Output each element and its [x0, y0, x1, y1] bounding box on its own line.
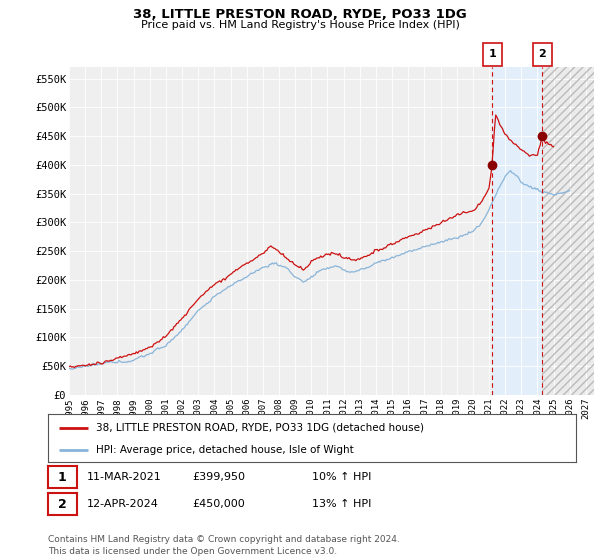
Text: HPI: Average price, detached house, Isle of Wight: HPI: Average price, detached house, Isle… — [95, 445, 353, 455]
Text: 10% ↑ HPI: 10% ↑ HPI — [312, 472, 371, 482]
Text: 1: 1 — [58, 470, 67, 484]
Text: 38, LITTLE PRESTON ROAD, RYDE, PO33 1DG (detached house): 38, LITTLE PRESTON ROAD, RYDE, PO33 1DG … — [95, 423, 424, 433]
Text: 2: 2 — [58, 497, 67, 511]
Text: 11-MAR-2021: 11-MAR-2021 — [87, 472, 162, 482]
Text: 38, LITTLE PRESTON ROAD, RYDE, PO33 1DG: 38, LITTLE PRESTON ROAD, RYDE, PO33 1DG — [133, 8, 467, 21]
Bar — [542, 67, 594, 395]
FancyBboxPatch shape — [533, 43, 551, 66]
Text: Contains HM Land Registry data © Crown copyright and database right 2024.
This d: Contains HM Land Registry data © Crown c… — [48, 535, 400, 556]
Bar — [542, 67, 594, 395]
Text: 1: 1 — [488, 49, 496, 59]
Text: Price paid vs. HM Land Registry's House Price Index (HPI): Price paid vs. HM Land Registry's House … — [140, 20, 460, 30]
Text: 12-APR-2024: 12-APR-2024 — [87, 499, 159, 509]
Text: 2: 2 — [538, 49, 546, 59]
Text: 13% ↑ HPI: 13% ↑ HPI — [312, 499, 371, 509]
Bar — [492, 67, 542, 395]
FancyBboxPatch shape — [482, 43, 502, 66]
Text: £399,950: £399,950 — [192, 472, 245, 482]
Text: £450,000: £450,000 — [192, 499, 245, 509]
